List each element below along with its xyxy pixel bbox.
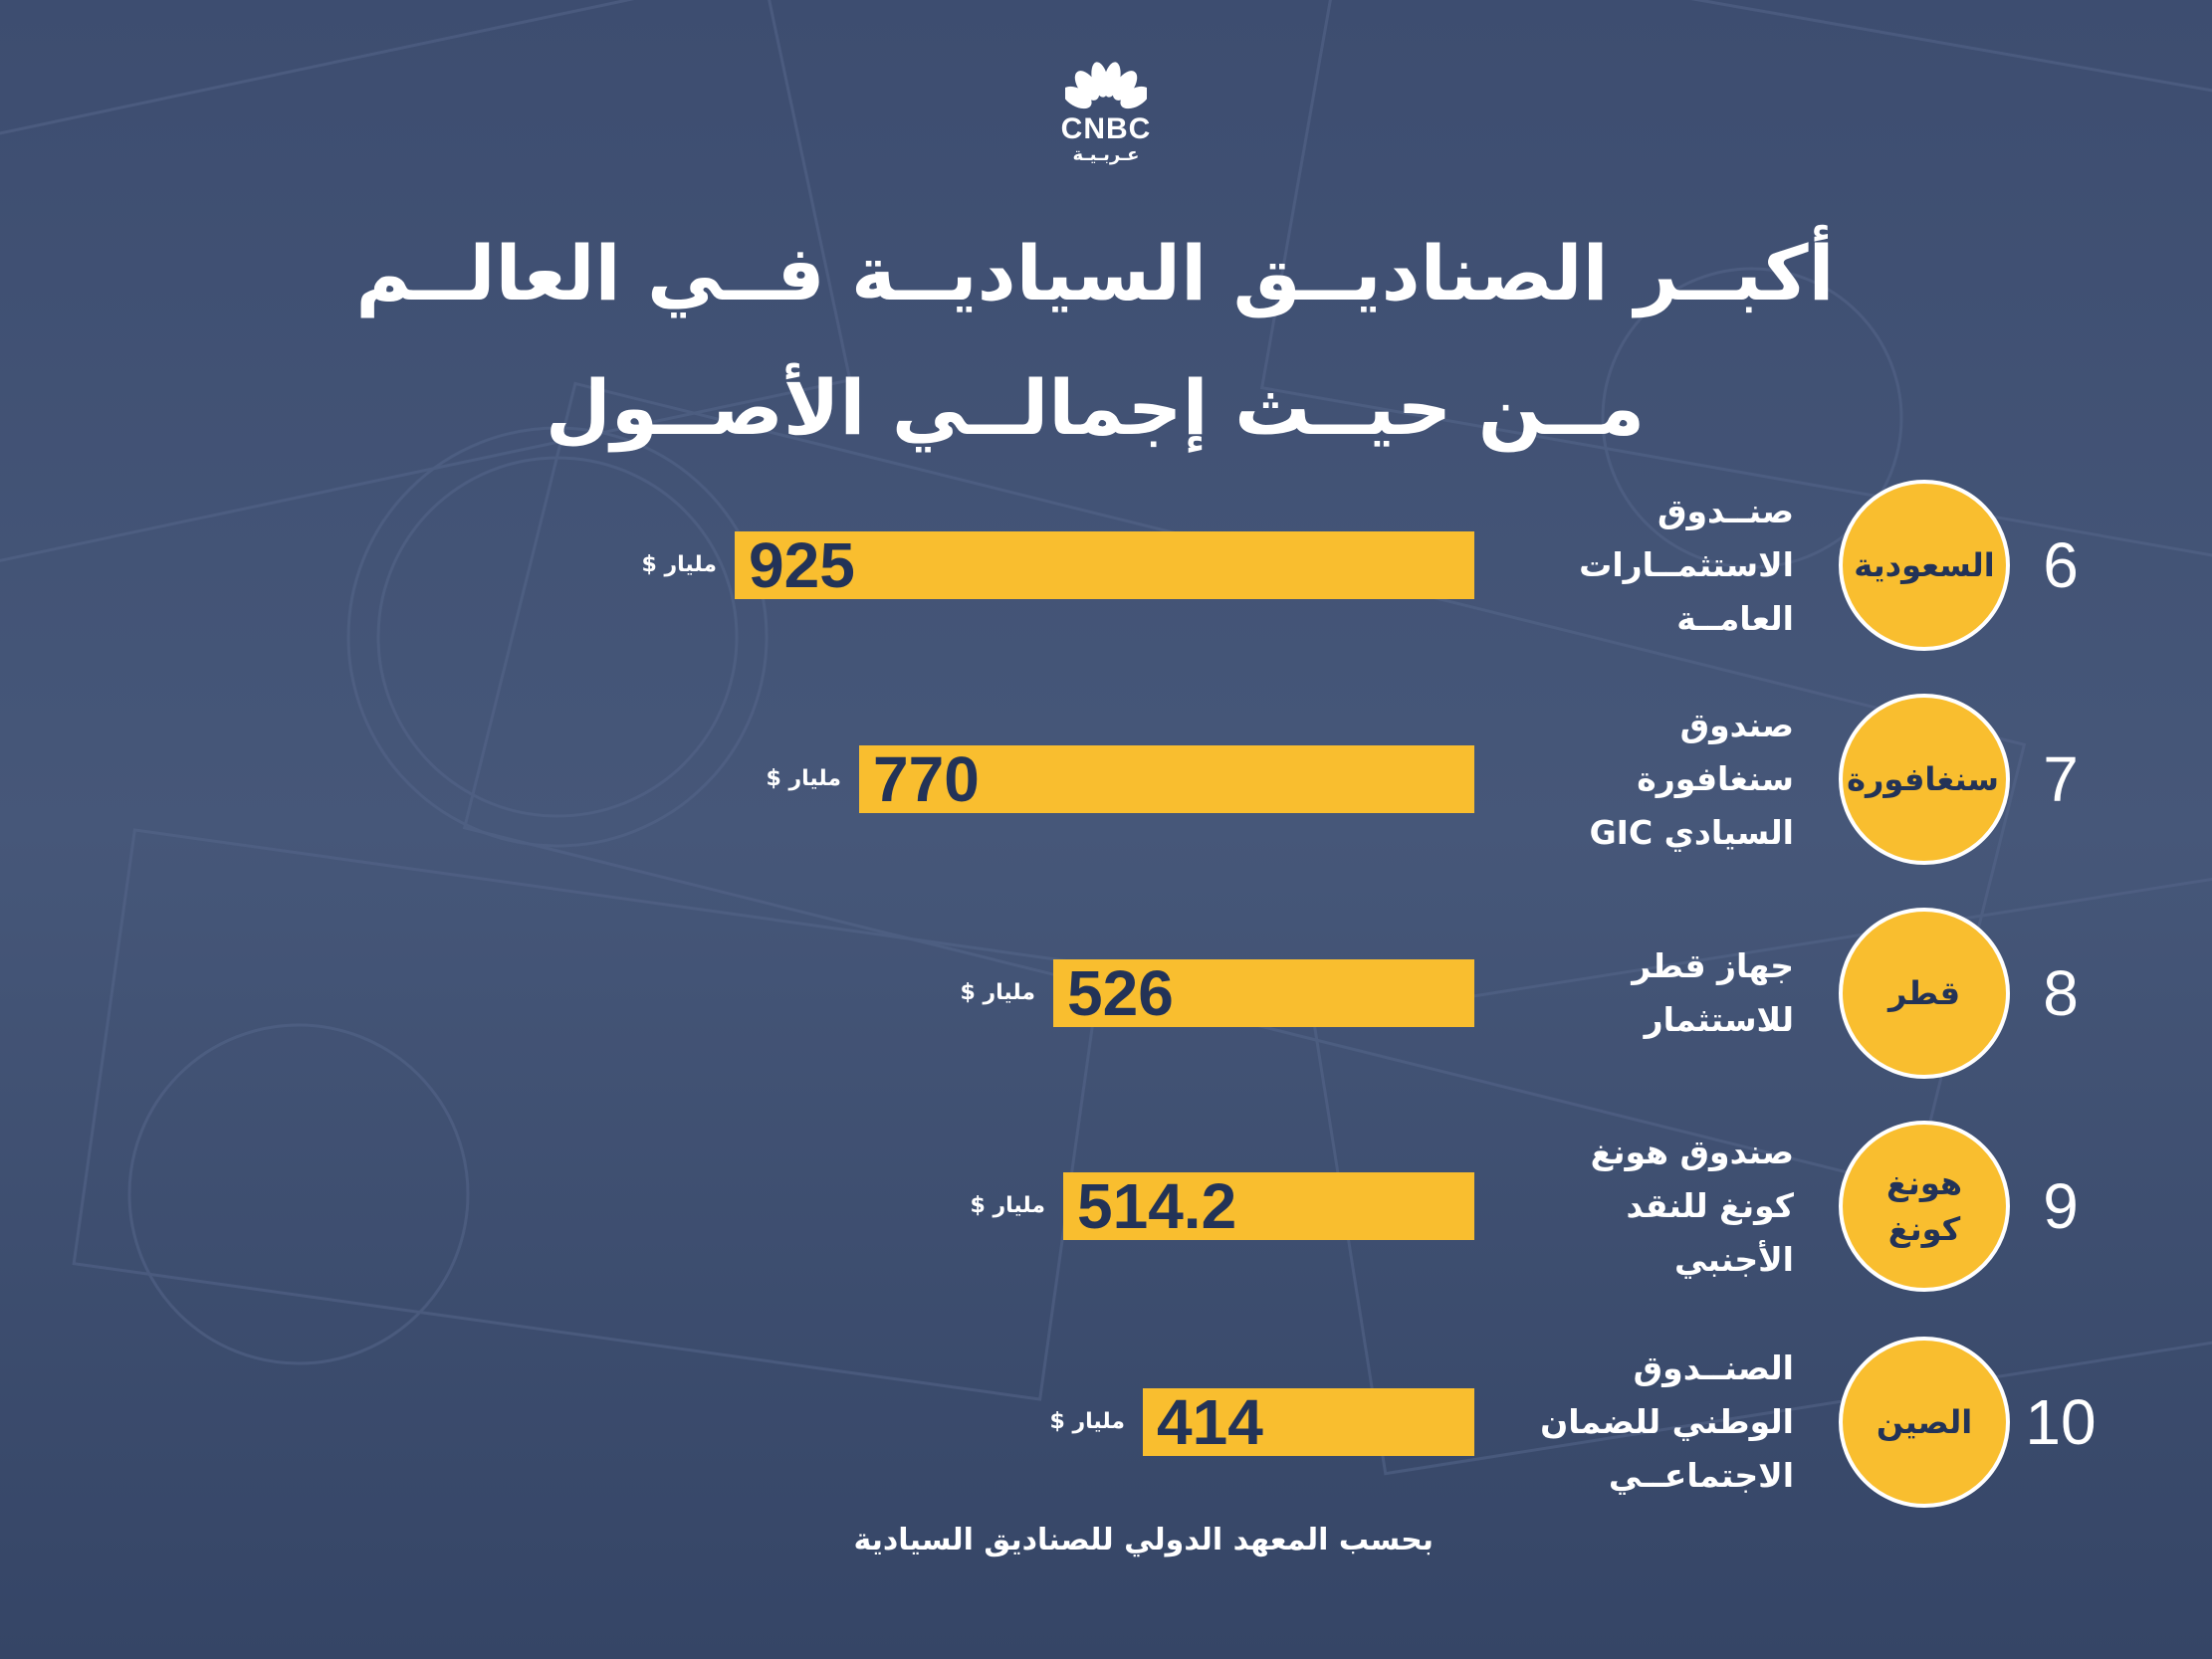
page-title-line-2: مــن حيــث إجمالــي الأصــول <box>545 363 1646 452</box>
fund-name: صنــدوق الاستثمــارات العامــة <box>1465 485 1794 646</box>
rank-number: 9 <box>2043 1170 2079 1242</box>
page-title-line-1: أكبــر الصناديــق السياديــة فــي العالـ… <box>355 229 1835 317</box>
unit-label: مليار $ <box>641 552 717 577</box>
peacock-icon <box>1065 62 1147 109</box>
fund-name-line: صندوق <box>1679 706 1794 744</box>
country-badge: الصين <box>1839 1337 2010 1508</box>
fund-name: جهاز قطر للاستثمار <box>1465 939 1794 1047</box>
country-badge: هونغ كونغ <box>1839 1121 2010 1292</box>
fund-name-line: الوطني للضمان <box>1540 1402 1794 1441</box>
fund-name-line: الأجنبي <box>1674 1240 1794 1279</box>
bar: 514.2 <box>1063 1172 1474 1240</box>
bar-value-label: 770 <box>873 743 980 815</box>
fund-name-line: كونغ للنقد <box>1626 1186 1794 1225</box>
rank-number: 8 <box>2043 957 2079 1029</box>
fund-name-line: جهاز قطر <box>1632 946 1794 985</box>
country-label: السعودية <box>1854 546 1995 584</box>
bar: 414 <box>1143 1388 1474 1456</box>
country-label: الصين <box>1876 1403 1973 1441</box>
logo-subtitle: عـربـيـة <box>1072 144 1140 165</box>
fund-name-line: للاستثمار <box>1644 1000 1794 1039</box>
fund-name: صندوق هونغ كونغ للنقد الأجنبي <box>1465 1126 1794 1287</box>
cnbc-logo: CNBC عـربـيـة <box>1050 58 1162 165</box>
country-badge: السعودية <box>1839 480 2010 651</box>
bar: 770 <box>859 745 1474 813</box>
fund-name-line: صنــدوق <box>1658 492 1794 530</box>
rank-number: 6 <box>2043 529 2079 601</box>
country-badge: قطر <box>1839 908 2010 1079</box>
fund-name-line: العامــة <box>1676 599 1794 638</box>
fund-name-line: الاستثمــارات <box>1579 545 1794 584</box>
unit-label: مليار $ <box>970 1193 1045 1218</box>
country-label: قطر <box>1887 974 1961 1012</box>
fund-name-line: السيادي GIC <box>1589 813 1794 852</box>
fund-name: صندوق سنغافورة السيادي GIC <box>1465 699 1794 860</box>
fund-name-line: صندوق هونغ <box>1590 1133 1794 1171</box>
bar: 925 <box>735 531 1474 599</box>
bar-value-label: 925 <box>749 529 855 601</box>
country-label: سنغافورة <box>1847 760 1999 798</box>
rank-number: 7 <box>2043 743 2079 815</box>
fund-name-line: الصنــدوق <box>1633 1348 1794 1387</box>
country-label: هونغ كونغ <box>1885 1164 1963 1248</box>
fund-name-line: سنغافورة <box>1637 759 1794 798</box>
unit-label: مليار $ <box>1049 1409 1125 1434</box>
bar: 526 <box>1053 959 1474 1027</box>
unit-label: مليار $ <box>960 980 1035 1005</box>
source-note: بحسب المعهد الدولي للصناديق السيادية <box>853 1523 1434 1557</box>
bar-value-label: 514.2 <box>1077 1170 1237 1242</box>
unit-label: مليار $ <box>766 766 841 791</box>
fund-name: الصنــدوق الوطني للضمان الاجتماعــي <box>1465 1342 1794 1503</box>
bar-value-label: 526 <box>1067 957 1174 1029</box>
fund-name-line: الاجتماعــي <box>1608 1456 1794 1495</box>
bar-value-label: 414 <box>1157 1386 1263 1458</box>
rank-number: 10 <box>2025 1386 2097 1458</box>
logo-brand-text: CNBC <box>1060 112 1152 145</box>
country-badge: سنغافورة <box>1839 694 2010 865</box>
